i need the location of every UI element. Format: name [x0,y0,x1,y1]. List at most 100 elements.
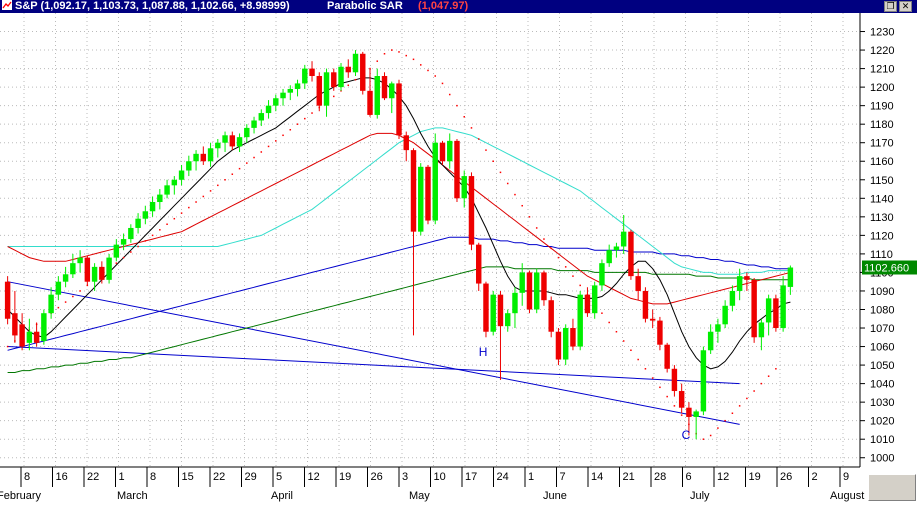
sar-dot [579,284,581,287]
price-tick-label: 1190 [870,101,894,113]
sar-dot [180,212,183,214]
pattern-annotations: HC [479,345,691,442]
month-label: June [543,490,567,502]
candle-body-down [84,257,91,282]
indicator-value: (1,047.97) [418,0,469,12]
sar-dot [572,275,574,277]
candle-body-up [432,142,438,221]
candle-body-up [591,285,598,314]
sar-dot [231,173,234,175]
sar-dot [217,184,219,187]
sar-dot [195,201,197,203]
candle-body-down [4,281,11,319]
price-tick-label: 1210 [870,64,894,76]
price-tick-label: 1160 [870,156,894,168]
candle-body-down [367,90,373,115]
price-tick-label: 1080 [870,304,894,316]
candle-body-up [461,176,467,199]
sar-dot [72,295,74,298]
sar-dot [506,182,509,185]
candle-body-down [309,68,315,77]
sar-dot [622,340,625,342]
candle-body-up [294,83,301,89]
candle-body-up [106,257,112,280]
candle-body-down [751,279,757,338]
date-tick-label: 19 [339,471,351,483]
symbol-ohlc-readout: S&P (1,092.17, 1,103.73, 1,087.88, 1,102… [15,0,290,12]
sar-dot [528,216,531,218]
sar-dot [608,321,610,324]
candle-body-down [403,135,409,151]
candle-body-up [613,246,620,251]
candle-body-down [425,166,431,221]
candle-body-up [577,294,583,347]
candle-body-up [389,83,395,99]
price-tick-label: 1150 [870,175,894,187]
price-tick-label: 1230 [870,27,894,39]
close-icon[interactable]: ✕ [899,1,912,12]
date-tick-label: 14 [591,471,603,483]
sar-dot [122,256,125,259]
candle-body-up [374,76,380,115]
sar-dot [253,156,255,159]
sar-dot [702,438,705,440]
candle-body-down [200,153,207,162]
date-tick-label: 1 [119,471,125,483]
price-tick-label: 1090 [870,286,894,298]
date-tick-label: 6 [686,471,692,483]
candle-body-down [12,313,18,336]
candle-body-down [410,150,417,232]
candle-body-up [780,285,786,329]
sar-dot [333,95,335,98]
candle-body-up [787,267,794,287]
sar-dot [767,375,770,377]
chart-icon [2,0,12,10]
sar-dot [188,206,190,209]
candle-body-up [135,218,141,228]
sar-dot [412,58,415,61]
horizontal-scrollbar[interactable] [868,474,916,501]
sar-dot [499,171,502,174]
sar-dot [535,227,538,229]
candle-body-down [454,140,460,199]
candle-body-down [468,176,475,245]
candle-body-down [773,298,779,329]
sar-dot [79,290,81,292]
price-tick-label: 1000 [870,453,894,465]
date-tick-label: 10 [434,471,446,483]
candle-body-up [48,294,54,314]
candle-body-down [548,300,554,332]
candle-body-up [91,266,98,282]
sar-dot [398,51,400,53]
candle-body-up [287,88,294,93]
candle-body-up [70,263,76,275]
sar-dot [760,382,763,385]
sar-dot [376,60,379,62]
sar-dot [260,151,263,153]
date-tick-label: 22 [87,471,99,483]
candle-body-down [345,66,351,73]
candle-body-down [483,283,489,332]
sar-dot [666,395,668,398]
candle-body-up [722,305,728,325]
candle-body-down [671,368,678,392]
candle-body-up [207,148,214,162]
candle-body-up [62,274,69,282]
candle-body-up [26,331,33,343]
candle-body-up [120,239,127,245]
candle-body-up [244,127,250,138]
date-tick-label: 12 [308,471,320,483]
restore-icon[interactable]: ❐ [884,1,897,12]
sar-dot [159,229,161,231]
candle-body-down [584,294,591,314]
sar-dot [296,123,299,125]
sar-dot [311,112,313,114]
sar-dot [724,419,726,422]
candle-body-down [642,290,649,319]
sar-dot [166,223,168,225]
sar-dot [637,358,639,361]
sar-dot [57,306,60,309]
date-tick-label: 1 [528,471,534,483]
candle-body-up [418,166,424,232]
